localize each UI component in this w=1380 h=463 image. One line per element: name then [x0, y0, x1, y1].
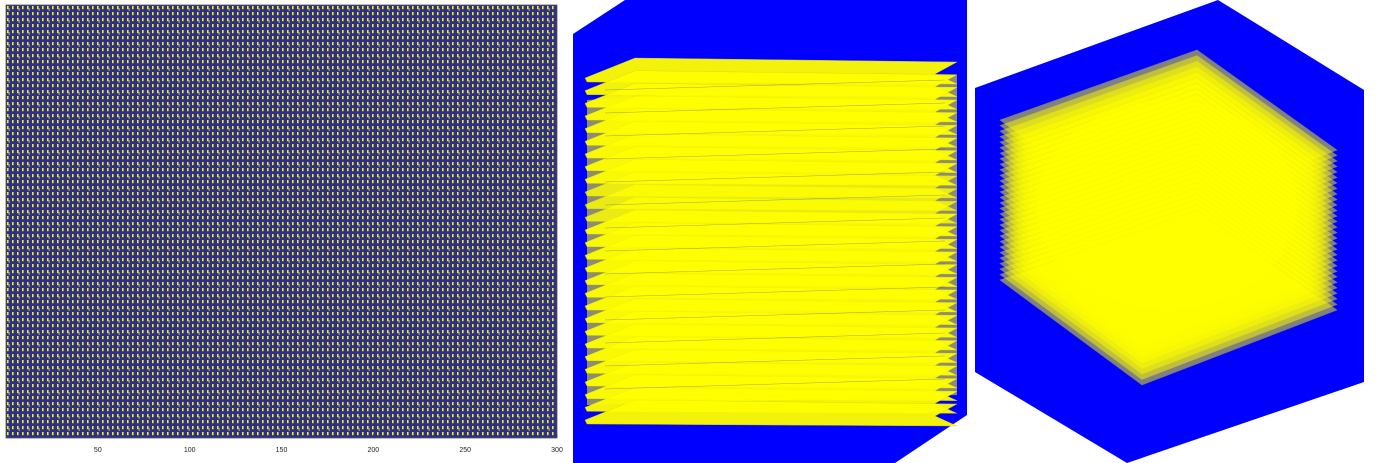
layer-edge-line [604, 240, 946, 252]
x-tick-label: 200 [367, 447, 379, 454]
layer-edge-line [604, 171, 946, 183]
layer-edge-line [604, 217, 946, 229]
pattern-matrix-panel: 50 100 150 200 250 300 [0, 0, 565, 463]
layer-edge-line [604, 125, 946, 137]
layer-stack-front-panel [565, 0, 975, 463]
layer-stack-iso-view [975, 0, 1364, 463]
x-tick-label: 250 [459, 447, 471, 454]
layer-group [584, 57, 958, 427]
layer-edge-line [604, 79, 946, 91]
layer-sheet [584, 399, 958, 427]
layer-edge-line [604, 355, 946, 367]
layer-edge-line [604, 194, 946, 206]
layer-edge-line [604, 332, 946, 344]
x-tick-label: 100 [184, 447, 196, 454]
layer-stack-iso-panel [972, 0, 1380, 463]
x-tick-label: 50 [94, 447, 102, 454]
layer-edge-line [604, 102, 946, 114]
layer-stack-front-view [573, 0, 967, 463]
layer-group [999, 49, 1338, 386]
x-tick-label: 150 [276, 447, 288, 454]
layer-edge-line [604, 148, 946, 160]
x-tick-label: 300 [551, 447, 563, 454]
layer-stack-core [1037, 100, 1297, 310]
layer-edge-line [604, 378, 946, 390]
layer-stack-body [587, 75, 957, 405]
pattern-matrix-plot: 50 100 150 200 250 300 [5, 4, 563, 454]
layer-edge-line [604, 309, 946, 321]
x-axis: 50 100 150 200 250 300 [94, 434, 563, 454]
layer-edge-line [604, 286, 946, 298]
matrix-image-overlay [6, 5, 557, 438]
layer-edge-line [604, 263, 946, 275]
